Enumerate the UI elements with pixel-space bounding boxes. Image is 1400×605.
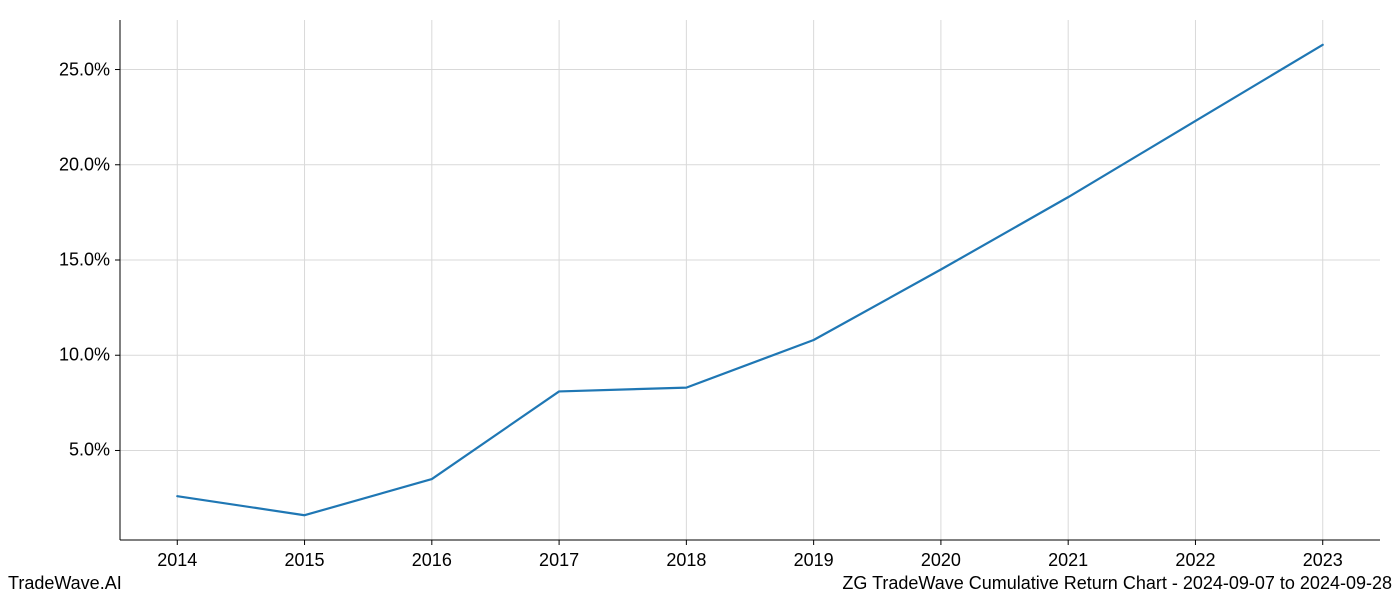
x-tick-label: 2016 (412, 550, 452, 571)
y-tick-label: 20.0% (59, 154, 110, 175)
x-tick-label: 2021 (1048, 550, 1088, 571)
line-chart (0, 0, 1400, 600)
y-tick-label: 5.0% (69, 440, 110, 461)
x-tick-label: 2019 (794, 550, 834, 571)
y-tick-label: 15.0% (59, 250, 110, 271)
x-tick-label: 2014 (157, 550, 197, 571)
chart-container: 5.0% 10.0% 15.0% 20.0% 25.0% 2014 2015 2016 201… (0, 0, 1400, 600)
x-tick-label: 2022 (1175, 550, 1215, 571)
footer-left-text: TradeWave.AI (8, 573, 122, 594)
footer-right-text: ZG TradeWave Cumulative Return Chart - 2… (842, 573, 1392, 594)
y-tick-label: 25.0% (59, 59, 110, 80)
x-tick-label: 2015 (285, 550, 325, 571)
x-tick-label: 2018 (666, 550, 706, 571)
x-tick-label: 2023 (1303, 550, 1343, 571)
x-tick-label: 2017 (539, 550, 579, 571)
x-tick-label: 2020 (921, 550, 961, 571)
y-tick-label: 10.0% (59, 345, 110, 366)
